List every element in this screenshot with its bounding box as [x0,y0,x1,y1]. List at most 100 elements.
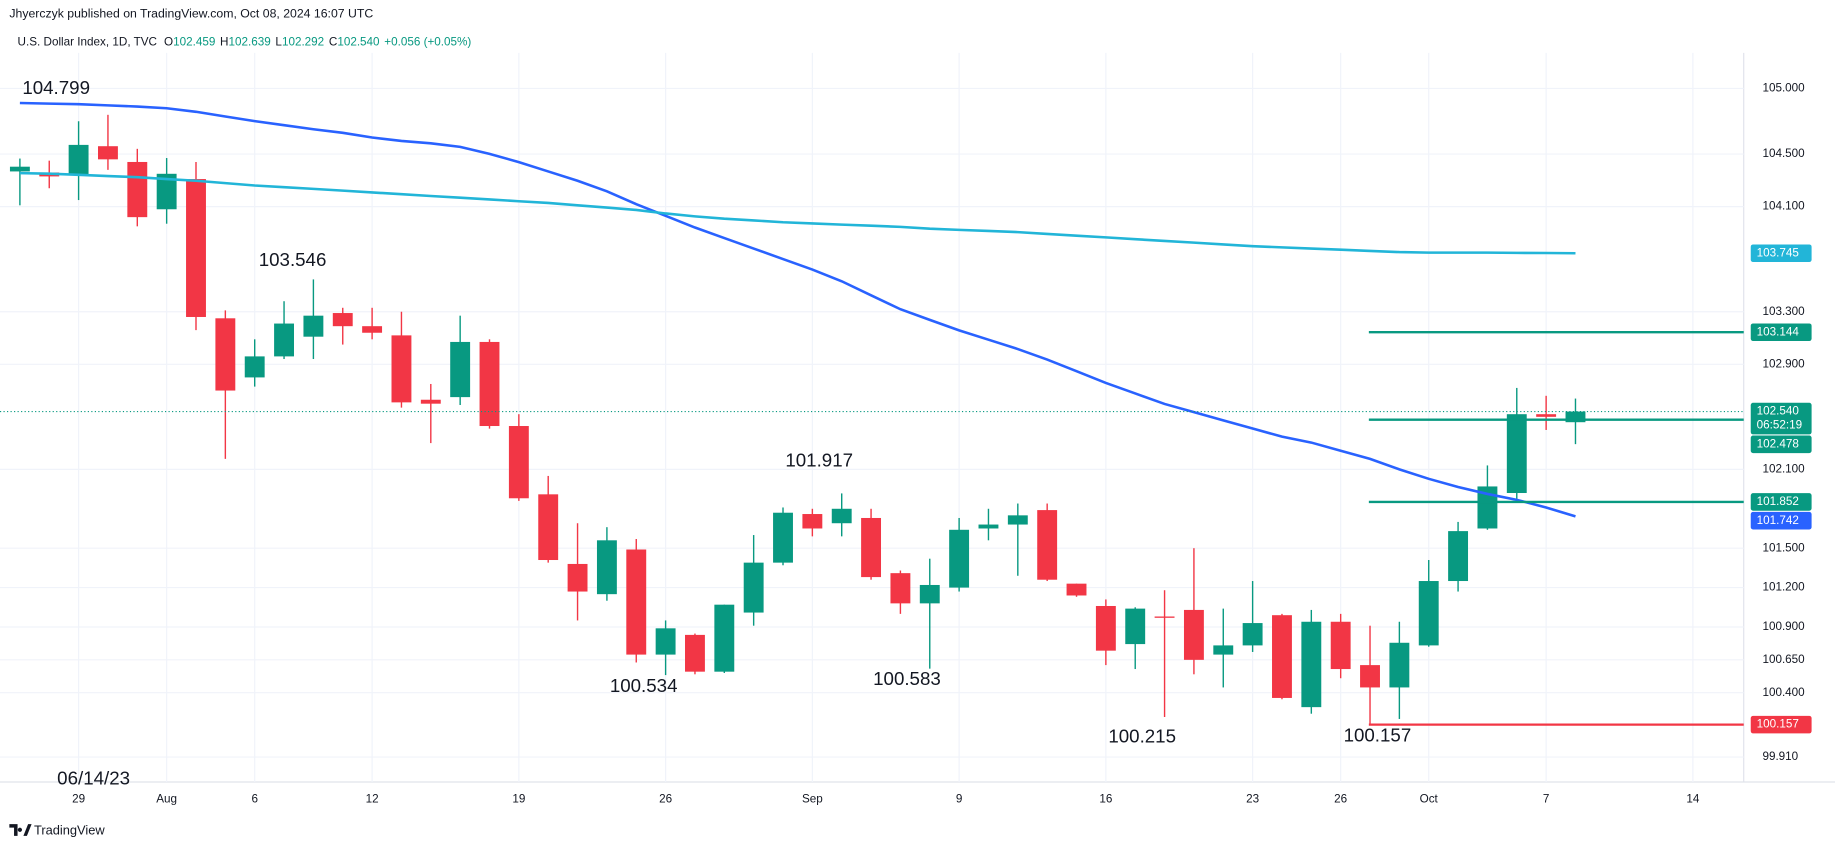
price-label-box [1750,435,1812,454]
candle-body [274,323,294,357]
x-tick-label: 29 [72,793,85,806]
candle-body [743,562,764,613]
ohlc-key: L [275,35,282,48]
candle-body [9,166,30,172]
candle-body [978,524,999,529]
ohlc-key: C [329,35,337,48]
y-tick-label: 101.500 [1762,541,1805,554]
y-tick-label: 101.200 [1762,581,1805,594]
x-tick-label: 14 [1686,793,1699,806]
candle-body [1477,486,1498,529]
ohlc-key: O [164,35,173,48]
candle-body [1242,623,1263,646]
candle-body [949,529,970,588]
candle-body [1095,605,1116,651]
candle-body [1154,616,1175,618]
x-tick-label: 23 [1246,793,1259,806]
price-label: 101.852 [1757,495,1799,508]
candle-body [1213,645,1234,655]
price-label: 103.745 [1757,246,1800,259]
moving-average [19,101,1576,518]
ohlc-value: 102.540 [337,35,380,48]
y-tick-label: 104.500 [1762,147,1805,160]
annotation: 103.546 [259,249,327,270]
ohlc-key: H [220,35,228,48]
x-tick-label: 26 [1334,793,1347,806]
annotation: 06/14/23 [57,768,130,789]
candle-body [596,540,617,595]
candle-body [244,356,265,378]
candle-body [1183,609,1204,660]
candle-body [362,326,383,333]
candle-body [1418,581,1439,646]
change: +0.056 (+0.05%) [384,35,471,48]
publisher: Jhyerczyk published on TradingView.com, … [9,7,373,21]
candle-body [508,426,529,499]
candle-body [420,399,441,404]
candle-body [831,508,852,524]
ohlc-value: 102.292 [282,35,324,48]
y-tick-label: 100.900 [1762,620,1805,633]
y-tick-label: 100.650 [1762,653,1805,666]
countdown: 06:52:19 [1757,419,1803,432]
candle-body [68,144,89,176]
price-label-box [1750,323,1812,341]
candle-body [655,628,676,655]
candle-body [1389,642,1410,688]
legend: U.S. Dollar Index, 1D, TVC O102.459 H102.6… [18,35,472,48]
x-tick-label: 9 [956,793,963,806]
y-tick-label: 102.100 [1762,462,1805,475]
candle-body [1037,510,1058,580]
candle-body [1360,665,1380,688]
candle-body [479,341,500,427]
plot [0,101,1744,726]
x-tick-label: Oct [1420,793,1439,806]
candle-body [1272,615,1292,698]
y-tick-label: 104.100 [1762,200,1805,213]
candle-body [186,179,206,317]
x-tick-label: 6 [251,793,258,806]
candle-body [215,318,236,391]
candle-body [332,313,353,327]
price-label: 101.742 [1757,514,1799,527]
symbol: U.S. Dollar Index, 1D, TVC [18,35,157,48]
candle-body [1506,414,1527,494]
price-label-box [1750,402,1812,435]
candle-body [685,634,705,672]
annotation: 100.534 [610,675,678,696]
annotation: 100.583 [873,668,941,689]
candle-body [1125,608,1146,645]
candle-body [391,335,412,403]
candle-body [97,146,118,160]
price-label: 103.144 [1757,325,1800,338]
candle-body [1330,621,1351,670]
x-tick-label: 7 [1543,793,1550,806]
candle-body [802,514,823,529]
annotation: 101.917 [785,449,853,470]
y-tick-label: 102.900 [1762,357,1805,370]
candle-body [861,517,882,578]
candle-body [1565,411,1586,423]
candle-body [450,341,471,398]
price-label: 102.478 [1757,437,1799,450]
candle-body [1301,621,1322,708]
candle-body [773,512,793,563]
y-tick-label: 105.000 [1762,81,1805,94]
candle-body [127,161,148,218]
ohlc-value: 102.639 [228,35,270,48]
annotation: 104.799 [22,77,90,98]
candle-body [626,549,647,655]
price-label: 100.157 [1757,718,1799,731]
price-label-box [1750,493,1812,511]
x-tick-label: Aug [156,793,177,806]
x-tick-label: Sep [802,793,823,806]
candle-body [1448,531,1469,582]
x-tick-label: 16 [1099,793,1112,806]
x-tick-label: 19 [512,793,525,806]
y-tick-label: 103.300 [1762,305,1805,318]
y-tick-label: 100.400 [1762,686,1805,699]
price-label-box [1750,511,1812,530]
